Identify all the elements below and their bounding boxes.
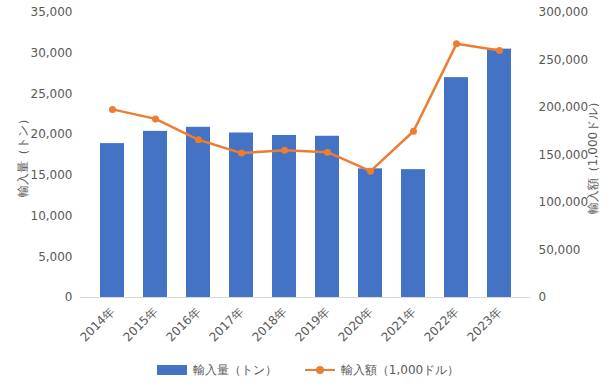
svg-text:2023年: 2023年 bbox=[464, 304, 504, 344]
svg-text:2015年: 2015年 bbox=[120, 304, 160, 344]
svg-text:2021年: 2021年 bbox=[378, 304, 418, 344]
svg-text:5,000: 5,000 bbox=[38, 250, 72, 264]
svg-text:35,000: 35,000 bbox=[31, 5, 73, 19]
svg-text:25,000: 25,000 bbox=[31, 87, 73, 101]
svg-text:2016年: 2016年 bbox=[163, 304, 203, 344]
html-text:輸入額（1,000ドル）: 輸入額（1,000ドル） bbox=[340, 362, 460, 377]
svg-text:300,000: 300,000 bbox=[539, 5, 589, 19]
svg-text:輸入額（1,000ドル）: 輸入額（1,000ドル） bbox=[586, 96, 600, 214]
svg-text:2014年: 2014年 bbox=[77, 304, 117, 344]
svg-text:250,000: 250,000 bbox=[539, 53, 589, 67]
svg-text:100,000: 100,000 bbox=[539, 195, 589, 209]
svg-text:2022年: 2022年 bbox=[421, 304, 461, 344]
svg-text:2020年: 2020年 bbox=[335, 304, 375, 344]
svg-text:200,000: 200,000 bbox=[539, 100, 589, 114]
svg-text:50,000: 50,000 bbox=[539, 243, 581, 257]
svg-text:0: 0 bbox=[65, 290, 73, 304]
svg-text:150,000: 150,000 bbox=[539, 148, 589, 162]
svg-text:30,000: 30,000 bbox=[31, 46, 73, 60]
svg-text:15,000: 15,000 bbox=[31, 168, 73, 182]
svg-text:2018年: 2018年 bbox=[249, 304, 289, 344]
svg-text:0: 0 bbox=[539, 290, 547, 304]
svg-text:10,000: 10,000 bbox=[31, 209, 73, 223]
html-text:輸入量（トン）: 輸入量（トン） bbox=[192, 362, 277, 377]
svg-text:2019年: 2019年 bbox=[292, 304, 332, 344]
svg-text:輸入量（トン）: 輸入量（トン） bbox=[16, 113, 30, 197]
svg-text:20,000: 20,000 bbox=[31, 127, 73, 141]
svg-text:2017年: 2017年 bbox=[206, 304, 246, 344]
